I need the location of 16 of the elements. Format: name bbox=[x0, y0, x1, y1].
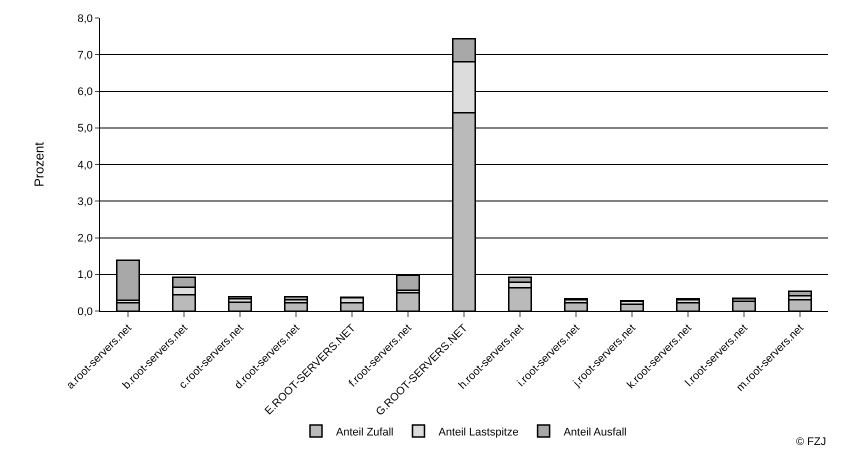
legend-label: Anteil Lastspitze bbox=[438, 426, 519, 438]
y-tick-label: 0,0 bbox=[78, 306, 93, 318]
y-tick-label: 8,0 bbox=[78, 12, 93, 25]
legend-label: Anteil Ausfall bbox=[564, 426, 627, 438]
y-tick-label: 3,0 bbox=[78, 196, 93, 208]
bar bbox=[284, 296, 308, 300]
bar bbox=[788, 290, 812, 297]
legend-label: Anteil Zufall bbox=[336, 426, 394, 438]
y-axis-title: Prozent bbox=[31, 142, 46, 187]
y-tick-label: 1,0 bbox=[78, 269, 93, 282]
y-tick-label: 7,0 bbox=[78, 49, 93, 62]
y-tick-label: 6,0 bbox=[78, 86, 93, 98]
y-tick-label: 2,0 bbox=[78, 232, 93, 245]
text: © FZJ bbox=[796, 436, 826, 448]
y-tick-label: 5,0 bbox=[78, 122, 93, 135]
y-tick-label: 4,0 bbox=[78, 159, 93, 172]
